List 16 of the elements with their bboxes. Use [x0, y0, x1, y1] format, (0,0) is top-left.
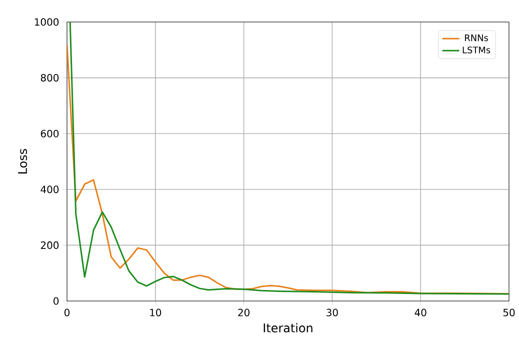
x-tick-label: 10 [150, 308, 162, 316]
x-axis-title: Iteration [264, 323, 312, 332]
y-tick-label: 400 [40, 186, 59, 194]
legend-label: LSTMs [462, 46, 490, 54]
x-tick-label: 30 [326, 308, 338, 316]
y-tick-label: 200 [40, 241, 59, 249]
x-tick-label: 50 [503, 308, 515, 316]
y-tick-label: 1000 [34, 18, 59, 26]
y-axis-title: Loss [18, 148, 28, 174]
legend-label: RNNs [464, 34, 488, 42]
x-tick-label: 40 [414, 308, 426, 316]
x-tick-label: 20 [238, 308, 250, 316]
y-tick-label: 600 [40, 130, 59, 138]
x-tick-label: 0 [64, 308, 70, 316]
y-tick-label: 800 [40, 74, 59, 82]
y-tick-label: 0 [54, 297, 59, 305]
